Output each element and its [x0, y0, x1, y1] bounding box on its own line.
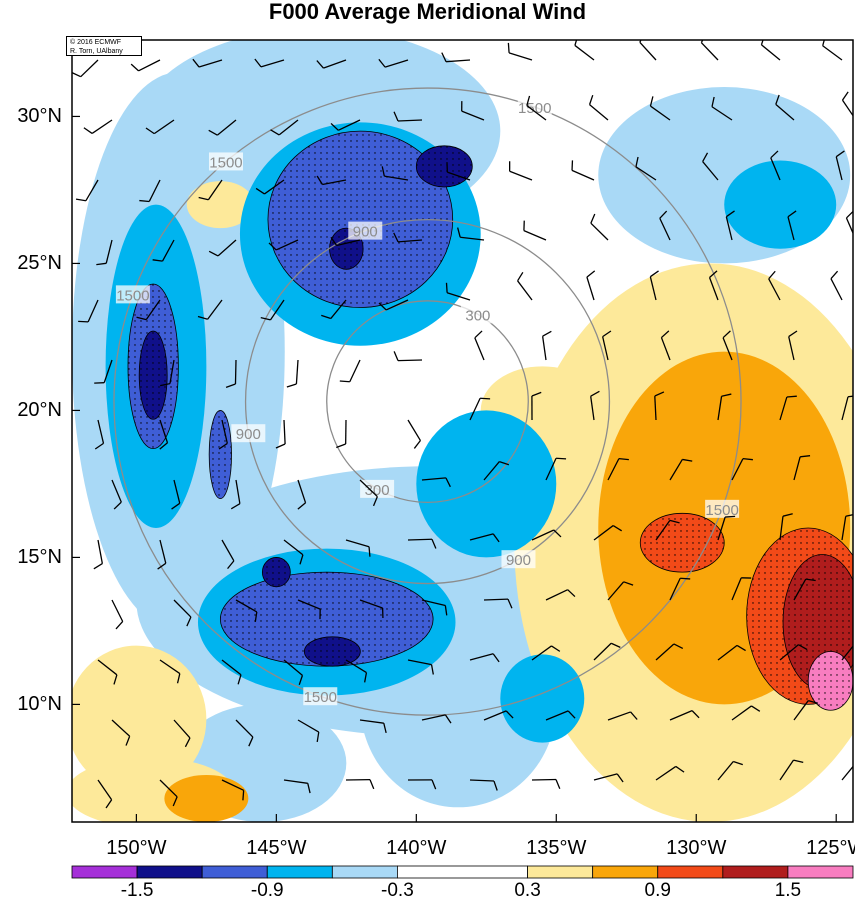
significance-stipple: [640, 513, 724, 572]
colorbar-label: 0.9: [645, 881, 671, 900]
colorbar-label: -0.9: [251, 881, 284, 900]
colorbar-box: [593, 866, 658, 878]
wind-barb: [484, 599, 508, 600]
credit-line-2: R. Torn, UAlbany: [70, 47, 138, 56]
y-tick-label: 20°N: [0, 400, 62, 420]
contour-label: 1500: [209, 154, 242, 171]
x-tick-label: 125°W: [806, 838, 855, 858]
colorbar-box: [658, 866, 723, 878]
contour-label: 300: [465, 307, 490, 324]
wind-barb-flag: [243, 790, 244, 800]
wind-barb: [408, 539, 432, 540]
y-tick-label: 25°N: [0, 253, 62, 273]
colorbar-label: -1.5: [121, 881, 154, 900]
contour-label: 1500: [518, 100, 551, 117]
wind-barb-flag: [508, 43, 509, 53]
x-tick-label: 140°W: [386, 838, 446, 858]
contour-label: 900: [353, 224, 378, 241]
wind-barb-flag: [787, 396, 797, 397]
colorbar-box: [528, 866, 593, 878]
x-tick-label: 150°W: [106, 838, 166, 858]
x-tick-label: 130°W: [666, 838, 726, 858]
significance-stipple: [139, 331, 167, 419]
colorbar-label: 0.3: [514, 881, 540, 900]
wind-barb-flag: [369, 547, 370, 557]
contour-label: 1500: [116, 287, 149, 304]
y-tick-label: 30°N: [0, 106, 62, 126]
colorbar-box: [72, 866, 137, 878]
colorbar-box: [397, 866, 527, 878]
wind-barb-flag: [480, 398, 490, 399]
x-tick-label: 145°W: [246, 838, 306, 858]
colorbar-box: [788, 866, 853, 878]
colorbar-box: [332, 866, 397, 878]
wind-barb: [398, 360, 422, 361]
significance-stipple: [209, 410, 231, 498]
wind-barb-flag: [556, 458, 566, 459]
contour-label: 900: [506, 552, 531, 569]
shaded-region: [724, 161, 836, 249]
y-tick-label: 10°N: [0, 694, 62, 714]
significance-stipple: [416, 146, 472, 187]
wind-barb-flag: [446, 283, 447, 293]
wind-barb-flag: [340, 381, 350, 382]
significance-stipple: [262, 557, 290, 586]
wind-barb-flag: [725, 516, 735, 517]
x-tick-label: 135°W: [526, 838, 586, 858]
colorbar-box: [137, 866, 202, 878]
contour-label: 900: [236, 426, 261, 443]
colorbar-box: [267, 866, 332, 878]
colorbar-box: [202, 866, 267, 878]
significance-stipple: [808, 651, 853, 710]
wind-barb-flag: [139, 201, 149, 202]
significance-stipple: [304, 637, 360, 666]
shaded-region: [500, 654, 584, 742]
credit-line-1: © 2016 ECMWF: [70, 38, 138, 47]
colorbar-label: 1.5: [775, 881, 801, 900]
wind-barb-flag: [680, 578, 690, 579]
colorbar-box: [723, 866, 788, 878]
contour-label: 1500: [304, 689, 337, 706]
wind-barb: [235, 360, 236, 384]
y-tick-label: 15°N: [0, 547, 62, 567]
credit-box: © 2016 ECMWF R. Torn, UAlbany: [66, 36, 142, 56]
wind-barb-flag: [78, 321, 88, 322]
colorbar-label: -0.3: [381, 881, 414, 900]
